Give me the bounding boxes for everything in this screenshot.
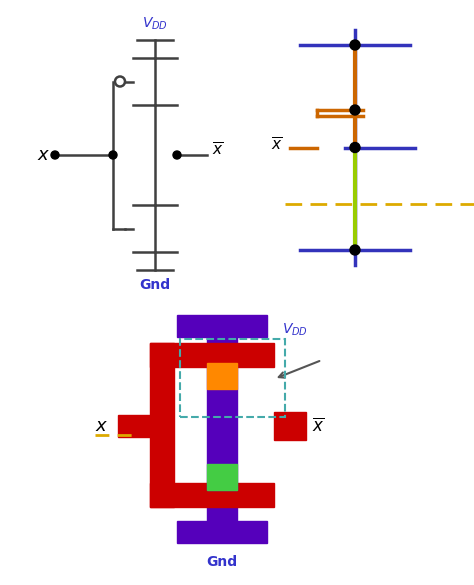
Circle shape <box>173 151 181 159</box>
Circle shape <box>109 151 117 159</box>
Bar <box>207 464 237 490</box>
Text: $\overline{x}$: $\overline{x}$ <box>212 142 224 159</box>
Bar <box>177 315 267 337</box>
Bar <box>207 488 237 523</box>
Text: $V_{DD}$: $V_{DD}$ <box>282 322 308 338</box>
Text: $V_{DD}$: $V_{DD}$ <box>142 16 168 32</box>
Bar <box>150 343 174 507</box>
Circle shape <box>350 40 360 50</box>
Text: Gnd: Gnd <box>207 555 237 569</box>
Bar <box>177 521 267 543</box>
Bar <box>274 412 306 440</box>
Bar <box>180 339 285 417</box>
Text: $\overline{x}$: $\overline{x}$ <box>272 137 283 154</box>
Bar <box>207 365 237 490</box>
Text: $x$: $x$ <box>95 417 108 435</box>
Circle shape <box>350 245 360 255</box>
Circle shape <box>350 105 360 115</box>
Text: $x$: $x$ <box>36 146 50 164</box>
Bar <box>207 335 237 367</box>
Bar <box>150 343 274 367</box>
Bar <box>118 415 150 437</box>
Bar <box>150 483 274 507</box>
Circle shape <box>51 151 59 159</box>
Text: $\overline{x}$: $\overline{x}$ <box>312 417 324 435</box>
Circle shape <box>350 143 360 153</box>
Text: Gnd: Gnd <box>139 278 171 292</box>
Bar <box>207 363 237 389</box>
